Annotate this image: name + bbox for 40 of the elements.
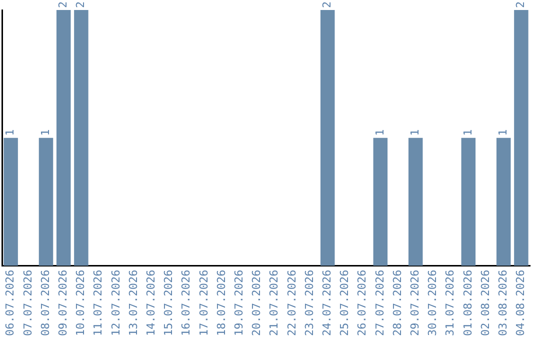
x-tick-label: 07.07.2026 [21, 270, 34, 336]
x-tick-label: 31.07.2026 [444, 270, 457, 336]
x-tick-label: 13.07.2026 [126, 270, 140, 336]
x-tick-label: 30.07.2026 [426, 270, 440, 336]
x-tick-label: 28.07.2026 [390, 270, 404, 336]
x-tick-label: 26.07.2026 [356, 270, 369, 336]
x-tick-label: 25.07.2026 [338, 270, 352, 336]
x-tick-label: 19.07.2026 [232, 270, 246, 336]
x-tick-label: 14.07.2026 [144, 270, 158, 336]
data-label: 1 [4, 129, 17, 136]
x-tick-label: 12.07.2026 [109, 270, 122, 336]
x-tick-label: 20.07.2026 [250, 270, 264, 336]
data-label: 2 [320, 1, 334, 8]
x-tick-label: 22.07.2026 [285, 270, 298, 336]
x-tick-label: 18.07.2026 [214, 270, 228, 336]
x-tick-label: 21.07.2026 [268, 270, 281, 336]
x-tick-label: 06.07.2026 [4, 270, 17, 336]
x-tick-label: 09.07.2026 [56, 270, 70, 336]
data-label: 2 [56, 1, 70, 8]
x-tick-label: 08.07.2026 [38, 270, 52, 336]
x-tick-label: 24.07.2026 [320, 270, 334, 336]
x-tick-label: 16.07.2026 [180, 270, 193, 336]
x-tick-label: 29.07.2026 [408, 270, 422, 336]
x-tick-label: 10.07.2026 [74, 270, 88, 336]
x-tick-label: 17.07.2026 [197, 270, 210, 336]
x-tick-label: 15.07.2026 [162, 270, 176, 336]
x-tick-label: 11.07.2026 [92, 270, 105, 336]
data-label: 1 [38, 129, 52, 136]
data-label: 1 [373, 129, 386, 136]
x-tick-label: 02.08.2026 [478, 270, 492, 336]
x-tick-label: 01.08.2026 [461, 270, 474, 336]
x-tick-label: 04.08.2026 [514, 270, 528, 336]
x-tick-label: 03.08.2026 [496, 270, 510, 336]
data-label: 1 [461, 129, 474, 136]
x-tick-label: 27.07.2026 [373, 270, 386, 336]
data-label: 2 [74, 1, 88, 8]
x-tick-label: 23.07.2026 [302, 270, 316, 336]
data-label: 1 [496, 129, 510, 136]
data-label: 1 [408, 129, 422, 136]
data-label: 2 [514, 1, 528, 8]
